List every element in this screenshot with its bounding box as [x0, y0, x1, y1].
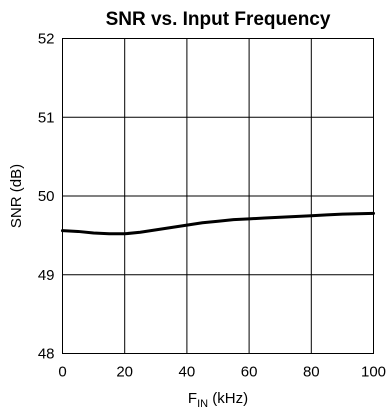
y-tick-label: 52: [38, 31, 55, 48]
x-axis-label: FIN (kHz): [188, 390, 248, 410]
x-tick-label: 80: [303, 364, 320, 381]
plot-frame: [62, 38, 374, 354]
y-tick-label: 48: [38, 346, 55, 363]
x-tick-labels: 0 20 40 60 80 100: [58, 364, 386, 381]
x-tick-label: 40: [179, 364, 196, 381]
grid: [62, 38, 374, 354]
x-axis-label-suffix: (kHz): [208, 390, 248, 407]
series-line: [61, 211, 375, 236]
x-axis-label-subscript: IN: [197, 398, 208, 410]
y-tick-labels: 48 49 50 51 52: [38, 31, 55, 363]
x-tick-label: 0: [58, 364, 66, 381]
y-axis-label: SNR (dB): [8, 164, 25, 228]
y-tick-label: 51: [38, 109, 55, 126]
y-tick-label: 49: [38, 267, 55, 284]
chart-title: SNR vs. Input Frequency: [106, 9, 331, 30]
x-axis-label-base: F: [188, 390, 197, 407]
x-tick-label: 60: [241, 364, 258, 381]
x-tick-label: 20: [116, 364, 133, 381]
x-tick-label: 100: [361, 364, 386, 381]
y-tick-label: 50: [38, 188, 55, 205]
